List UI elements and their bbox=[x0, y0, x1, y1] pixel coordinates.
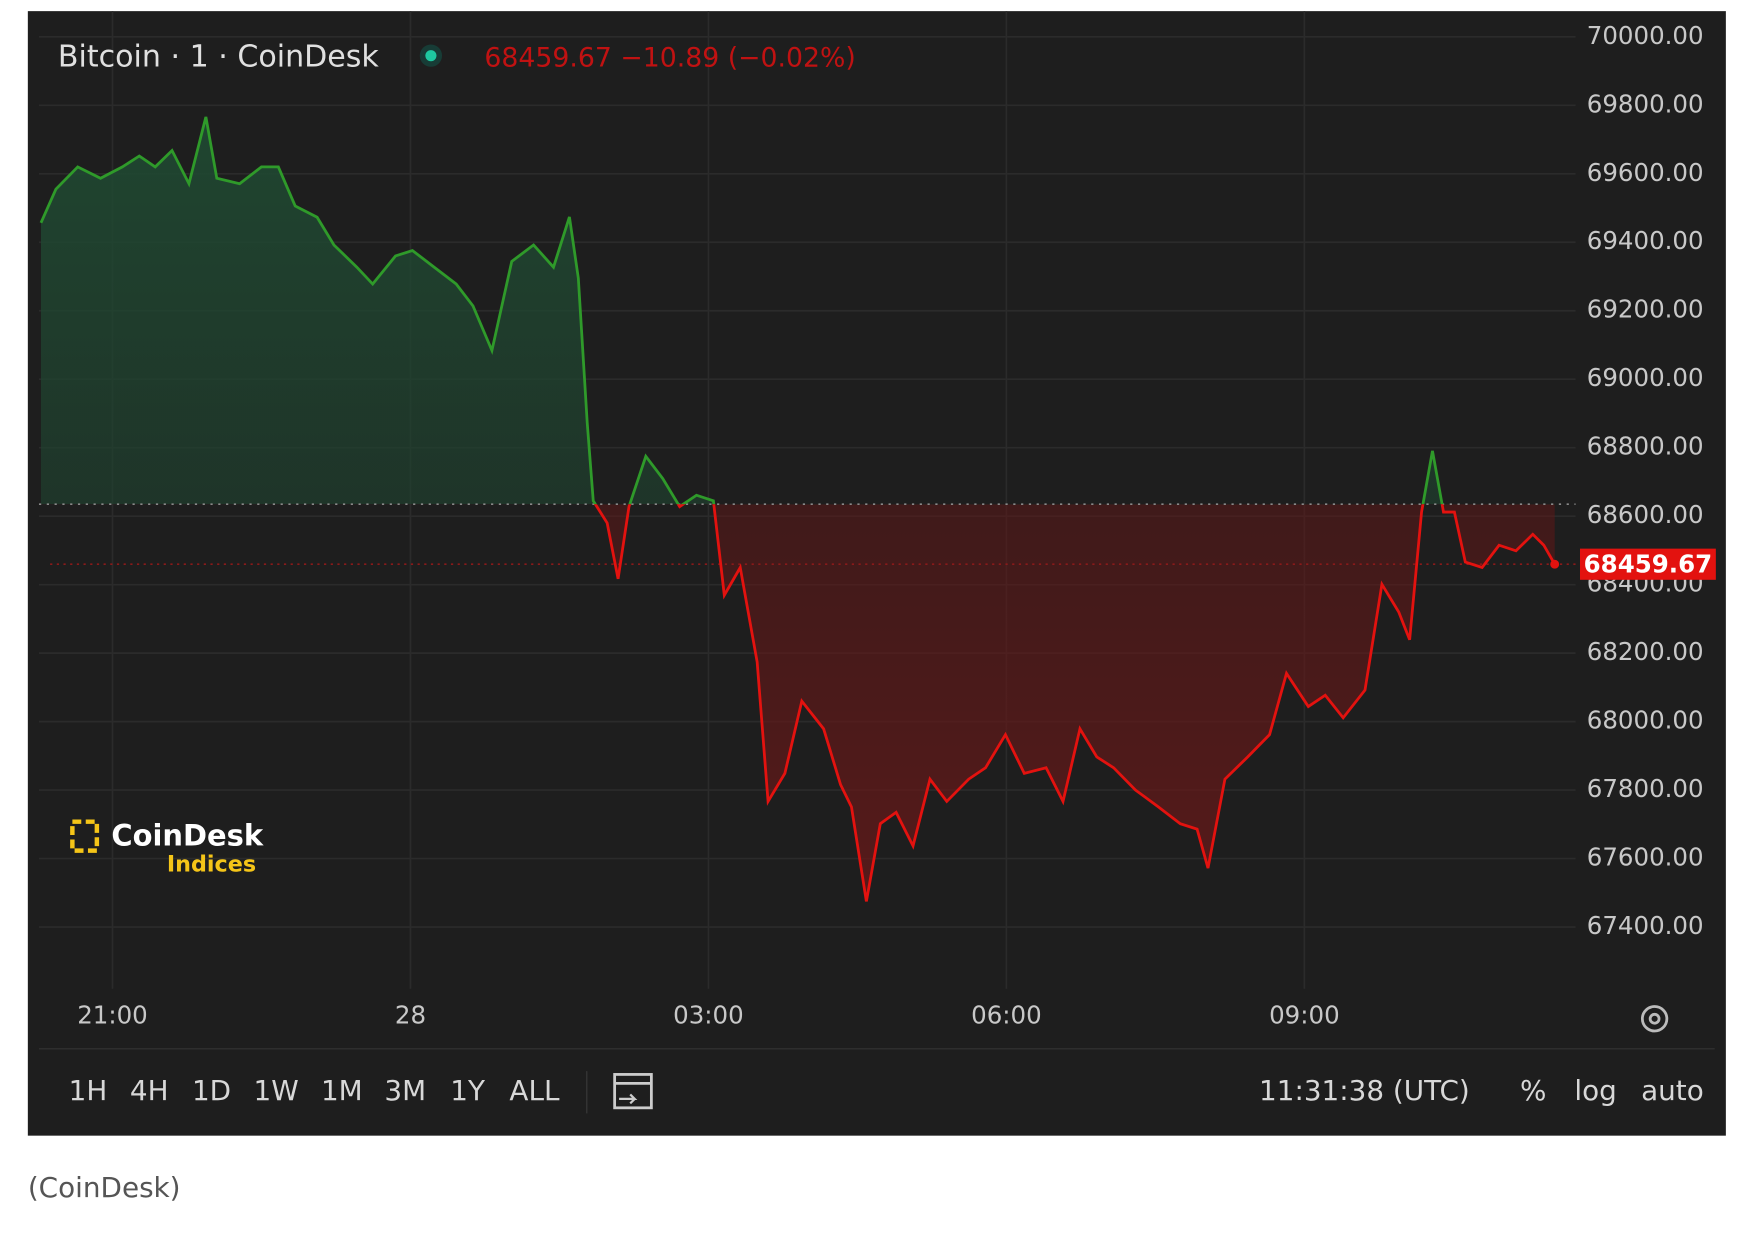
y-tick-label: 69600.00 bbox=[1587, 158, 1704, 187]
x-tick-label: 06:00 bbox=[971, 1001, 1042, 1030]
last-point bbox=[1550, 559, 1560, 569]
option-button[interactable]: auto bbox=[1641, 1074, 1704, 1107]
caption: (CoinDesk) bbox=[28, 1171, 181, 1204]
price-tag-label: 68459.67 bbox=[1584, 549, 1713, 578]
price-tag bbox=[1580, 548, 1716, 580]
area-down bbox=[595, 504, 1555, 902]
price-line-down bbox=[593, 504, 1556, 902]
settings-icon[interactable] bbox=[1640, 1005, 1669, 1033]
quote: 68459.67 −10.89 (−0.02%) bbox=[484, 43, 855, 74]
y-tick-label: 68600.00 bbox=[1587, 500, 1704, 529]
option-button[interactable]: % bbox=[1520, 1074, 1546, 1107]
range-button[interactable]: ALL bbox=[509, 1074, 560, 1107]
y-tick-label: 68200.00 bbox=[1587, 637, 1704, 666]
y-tick-label: 67800.00 bbox=[1587, 774, 1704, 803]
x-tick-label: 21:00 bbox=[77, 1001, 148, 1030]
x-tick-label: 03:00 bbox=[673, 1001, 744, 1030]
logo: CoinDesk Indices bbox=[70, 818, 264, 878]
clock: 11:31:38 (UTC) bbox=[1259, 1074, 1470, 1107]
y-tick-label: 69000.00 bbox=[1587, 363, 1704, 392]
y-tick-label: 69800.00 bbox=[1587, 89, 1704, 118]
y-tick-label: 69200.00 bbox=[1587, 295, 1704, 324]
logo-name: CoinDesk bbox=[111, 818, 264, 852]
y-tick-label: 68000.00 bbox=[1587, 706, 1704, 735]
range-button[interactable]: 3M bbox=[384, 1074, 426, 1107]
option-button[interactable]: log bbox=[1574, 1074, 1616, 1107]
status-dot bbox=[425, 50, 437, 62]
area-up bbox=[40, 116, 1555, 505]
y-tick-label: 70000.00 bbox=[1587, 21, 1704, 50]
y-tick-label: 67400.00 bbox=[1587, 911, 1704, 940]
range-button[interactable]: 1M bbox=[321, 1074, 363, 1107]
y-tick-label: 67600.00 bbox=[1587, 843, 1704, 872]
logo-sub: Indices bbox=[167, 852, 256, 878]
plot bbox=[38, 11, 1576, 989]
range-button[interactable]: 4H bbox=[130, 1074, 169, 1107]
range-button[interactable]: 1W bbox=[254, 1074, 299, 1107]
calendar-icon[interactable] bbox=[613, 1073, 653, 1110]
chart-title: Bitcoin · 1 · CoinDesk bbox=[58, 39, 380, 74]
range-buttons: 1H 4H 1D 1W 1M 3M 1Y ALL bbox=[69, 1074, 560, 1107]
y-tick-label: 68800.00 bbox=[1587, 432, 1704, 461]
x-tick-label: 09:00 bbox=[1269, 1001, 1340, 1030]
y-tick-label: 69400.00 bbox=[1587, 226, 1704, 255]
range-button[interactable]: 1D bbox=[192, 1074, 231, 1107]
options: % log auto bbox=[1520, 1074, 1704, 1107]
range-button[interactable]: 1Y bbox=[450, 1074, 486, 1107]
range-button[interactable]: 1H bbox=[69, 1074, 108, 1107]
price-line-up bbox=[39, 116, 1444, 505]
x-tick-label: 28 bbox=[395, 1001, 426, 1030]
